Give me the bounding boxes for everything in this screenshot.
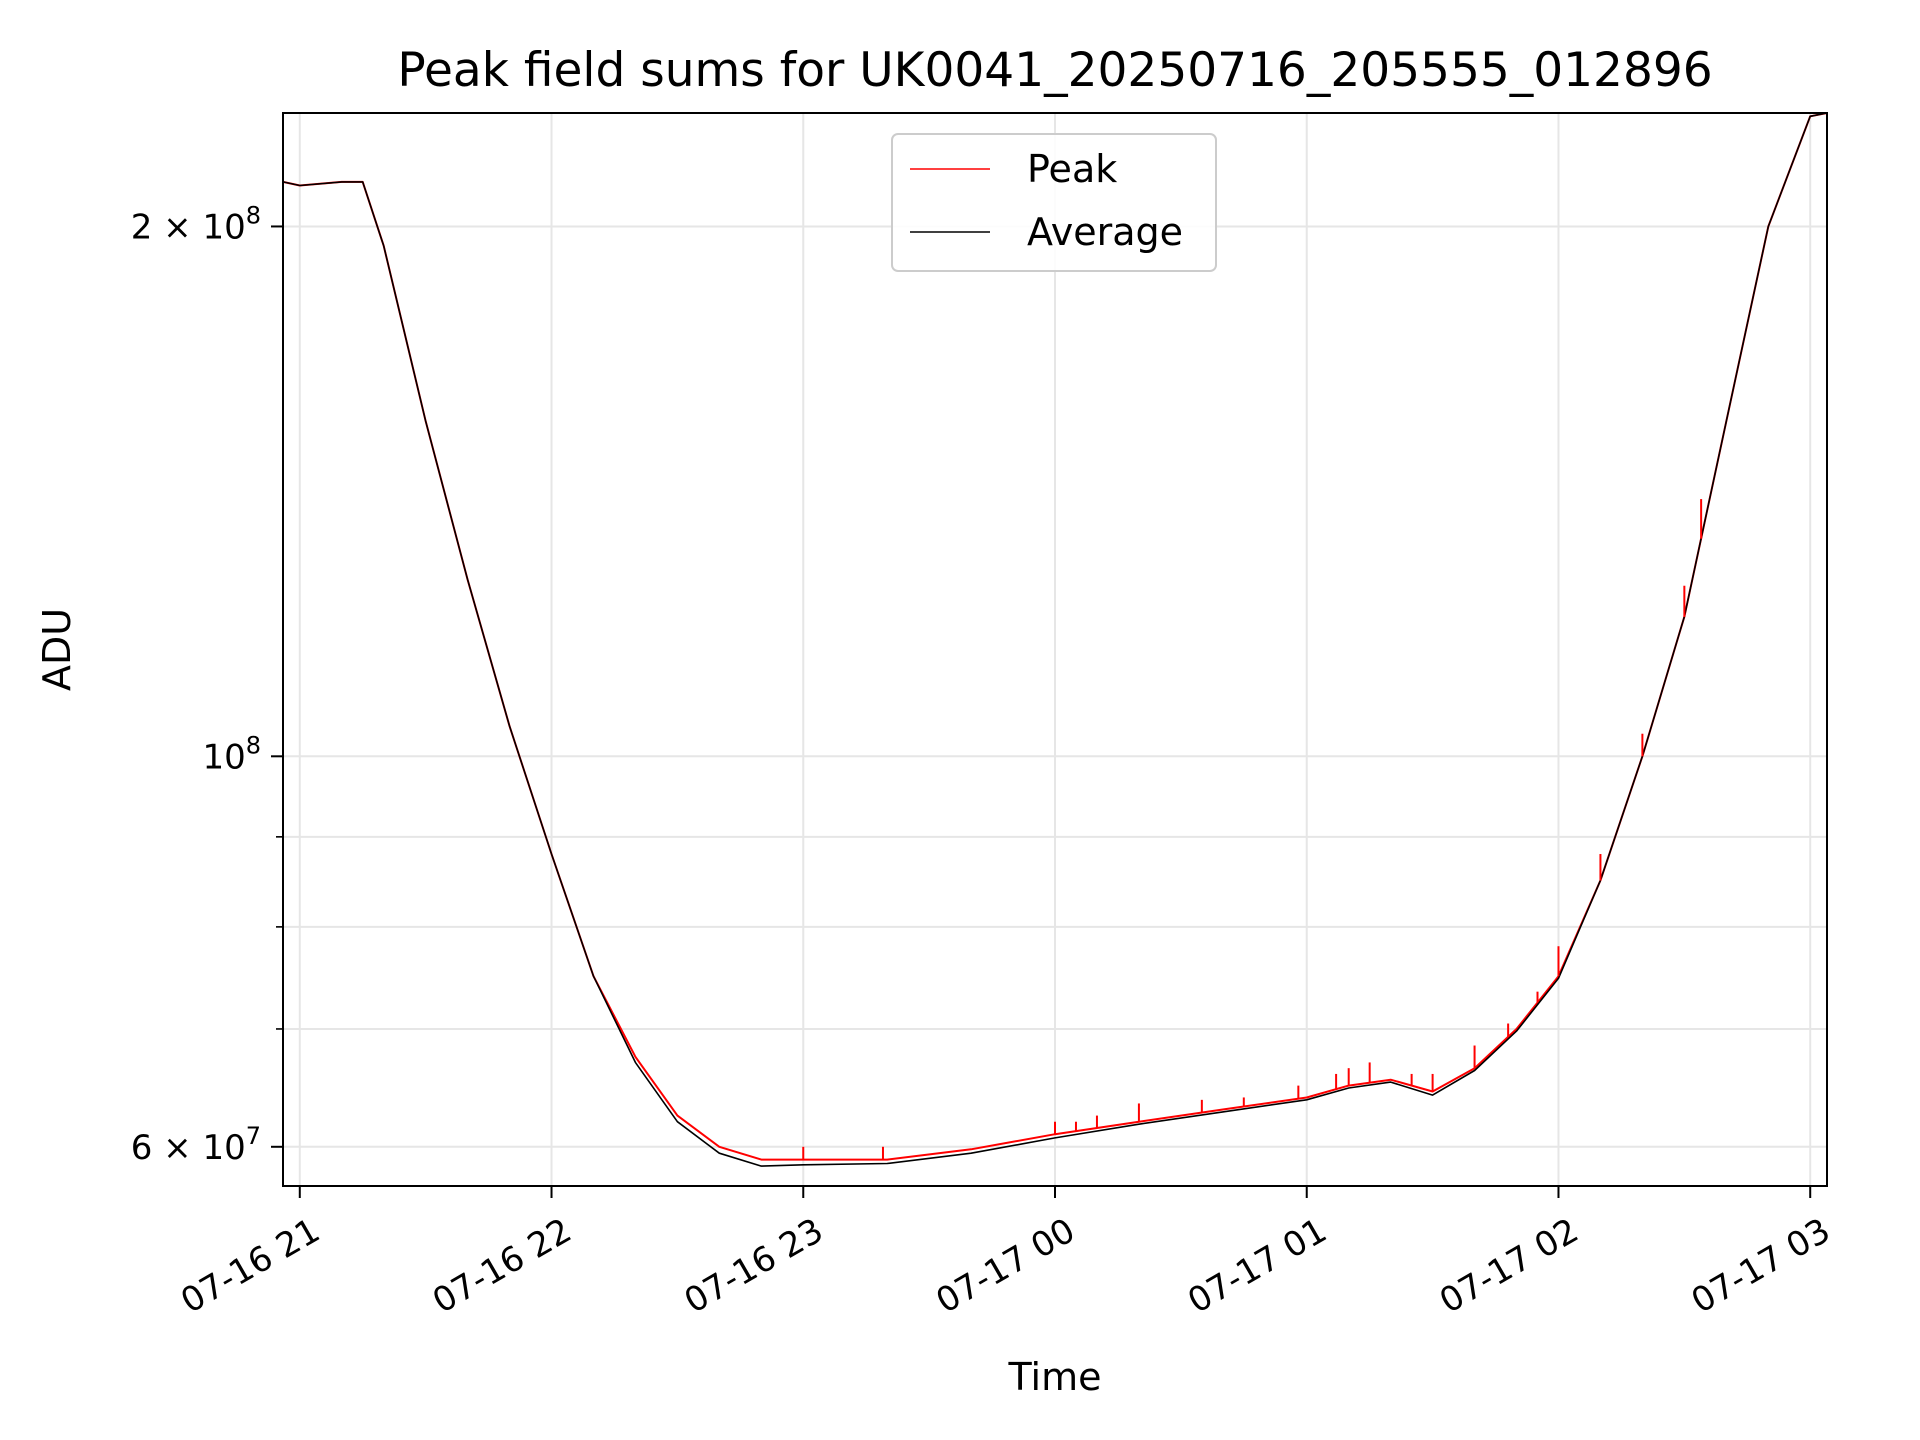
y-tick-label: 2 × 108 xyxy=(131,201,261,247)
x-axis-title: Time xyxy=(1008,1355,1102,1399)
y-tick-label: 6 × 107 xyxy=(131,1122,261,1168)
series-line-average xyxy=(282,112,1828,1167)
legend: Peak Average xyxy=(891,133,1217,272)
y-tick-label: 108 xyxy=(202,731,261,777)
chart-title: Peak field sums for UK0041_20250716_2055… xyxy=(397,43,1712,98)
legend-label-peak: Peak xyxy=(1027,147,1117,191)
y-axis-title: ADU xyxy=(35,608,79,691)
legend-label-average: Average xyxy=(1027,210,1183,254)
plot-series xyxy=(282,112,1828,1167)
